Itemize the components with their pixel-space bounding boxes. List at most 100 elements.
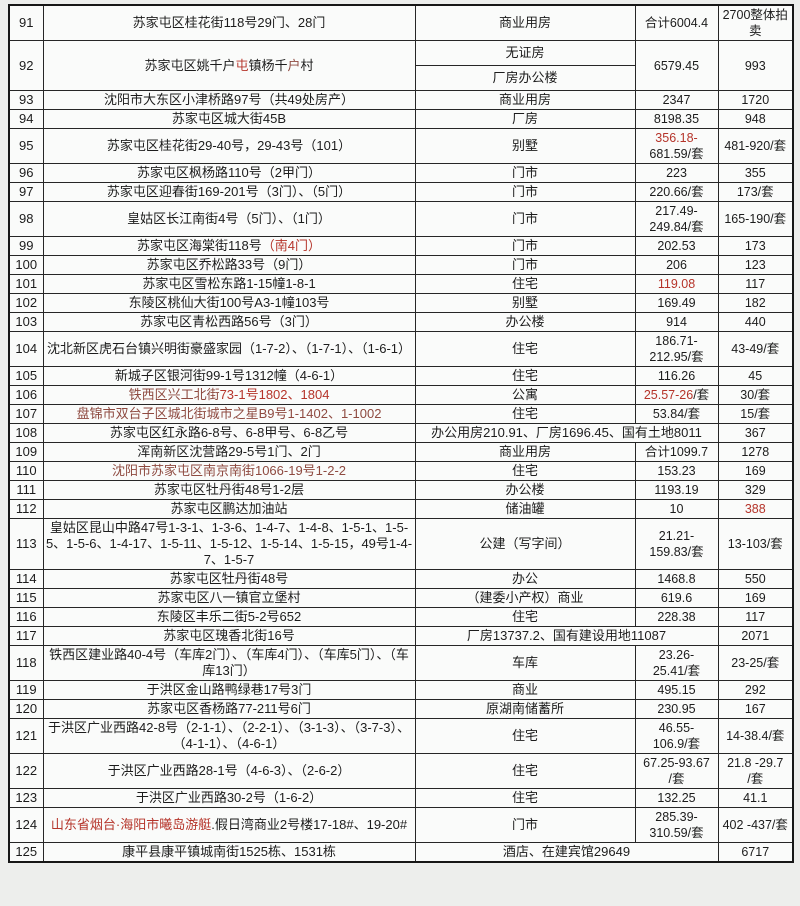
- address-cell: 苏家屯区迎春街169-201号（3门）、（5门）: [42, 182, 416, 202]
- price-cell: 388: [717, 499, 794, 519]
- table-row-96: 96 苏家屯区枫杨路110号（2甲门） 门市 223 355: [8, 163, 794, 183]
- cell-text: 153.23: [657, 464, 696, 478]
- area-cell: 1468.8: [634, 569, 719, 589]
- cell-text: 15/套: [740, 407, 771, 421]
- table-row-124: 124 山东省烟台·海阳市曦岛游艇.假日湾商业2号楼17-18#、19-20# 门市…: [8, 807, 794, 843]
- cell-text: 山东省烟台·海阳市曦岛游艇: [50, 817, 212, 832]
- price-cell: 45: [717, 366, 794, 386]
- cell-text: 116.26: [657, 369, 696, 383]
- area-cell: 220.66/套: [634, 182, 719, 202]
- cell-text: 550: [744, 572, 766, 586]
- row-number-cell: 120: [8, 699, 44, 719]
- price-cell: 329: [717, 480, 794, 500]
- address-cell: 沈阳市苏家屯区南京南街1066-19号1-2-2: [42, 461, 416, 481]
- address-cell: 苏家屯区青松西路56号（3门）: [42, 312, 416, 332]
- cell-text: 沈阳市大东区小津桥路97号（共49处房产）: [104, 92, 354, 107]
- cell-text: 681.59/套: [649, 147, 704, 161]
- cell-text: 住宅: [511, 341, 538, 356]
- table-row-94: 94 苏家屯区城大街45B 厂房 8198.35 948: [8, 109, 794, 129]
- cell-text: 住宅: [511, 463, 538, 478]
- address-cell: 东陵区丰乐二街5-2号652: [42, 607, 416, 627]
- price-cell: 1278: [717, 442, 794, 462]
- table-row-114: 114 苏家屯区牡丹街48号 办公 1468.8 550: [8, 569, 794, 589]
- cell-text: 村: [300, 57, 314, 73]
- cell-text: 481-920/套: [724, 139, 787, 153]
- cell-text: 苏家屯区红永路6-8号、6-8甲号、6-8乙号: [109, 425, 349, 440]
- cell-text: 门市: [511, 817, 538, 832]
- cell-text: 329: [744, 483, 766, 497]
- row-number-cell: 116: [8, 607, 44, 627]
- cell-text: 新城子区银河街99-1号1312幢（4-6-1）: [114, 368, 344, 383]
- cell-text: 别墅: [511, 138, 538, 153]
- area-cell: 169.49: [634, 293, 719, 313]
- area-cell: 223: [634, 163, 719, 183]
- cell-text: 6579.45: [653, 58, 700, 73]
- table-row-119: 119 于洪区金山路鸭绿巷17号3门 商业 495.15 292: [8, 680, 794, 700]
- type-cell: 办公楼: [414, 480, 636, 500]
- table-row-112: 112 苏家屯区鹏达加油站 储油罐 10 388: [8, 499, 794, 519]
- cell-text: 门市: [511, 165, 538, 180]
- cell-text: 165-190/套: [724, 212, 787, 226]
- cell-text: 公建（写字间）: [479, 536, 571, 551]
- address-cell: 皇姑区长江南街4号（5门）、（1门）: [42, 201, 416, 237]
- address-cell: 于洪区广业西路42-8号（2-1-1）、（2-2-1）、（3-1-3）、（3-7…: [42, 718, 416, 754]
- cell-text: 苏家屯区鹏达加油站: [170, 501, 288, 516]
- row-number-cell: 91: [8, 4, 44, 41]
- type-cell: 住宅: [414, 753, 636, 789]
- address-cell: 苏家屯区桂花街118号29门、28门: [42, 4, 416, 41]
- cell-text: 220.66/套: [649, 185, 704, 199]
- cell-text: 住宅: [511, 790, 538, 805]
- cell-text: 495.15: [657, 683, 696, 697]
- area-cell: 228.38: [634, 607, 719, 627]
- area-cell: 119.08: [634, 274, 719, 294]
- auction-listing-table: 91 苏家屯区桂花街118号29门、28门 商业用房 合计6004.4 2700整体拍 …: [8, 4, 794, 863]
- table-row-121: 121 于洪区广业西路42-8号（2-1-1）、（2-2-1）、（3-1-3）、（…: [8, 718, 794, 754]
- area-cell: 8198.35: [634, 109, 719, 129]
- cell-text: 苏家屯区青松西路56号（3门）: [140, 314, 318, 329]
- cell-text: 铁西区建业路40-4号（车库2门）、（车库4门）、（车库5门）、（车库13门）: [49, 647, 409, 678]
- cell-text: 于洪区广业西路28-1号（4-6-3）、（2-6-2）: [107, 763, 351, 778]
- cell-text: 948: [744, 112, 766, 126]
- row-number-cell: 105: [8, 366, 44, 386]
- cell-text: 门市: [511, 238, 538, 253]
- document-page: 91 苏家屯区桂花街118号29门、28门 商业用房 合计6004.4 2700整体拍 …: [8, 4, 794, 863]
- area-cell: 217.49- 249.84/套: [634, 201, 719, 237]
- cell-text: /套: [693, 388, 710, 402]
- area-cell: 1193.19: [634, 480, 719, 500]
- price-cell: 169: [717, 461, 794, 481]
- cell-text: 1193.19: [654, 483, 699, 497]
- table-row-113: 113 皇姑区昆山中路47号1-3-1、1-3-6、1-4-7、1-4-8、1-5…: [8, 518, 794, 570]
- cell-text: 盘锦市双台子区城北街城市之星B9号1-1402、1-1002: [76, 406, 382, 421]
- address-cell: 沈北新区虎石台镇兴明街豪盛家园（1-7-2）、（1-7-1）、（1-6-1）: [42, 331, 416, 367]
- area-cell: 25.57-26/套: [634, 385, 719, 405]
- price-cell: 23-25/套: [717, 645, 794, 681]
- row-number-cell: 115: [8, 588, 44, 608]
- cell-text: 厂房办公楼: [492, 70, 558, 85]
- row-number-cell: 98: [8, 201, 44, 237]
- cell-text: .假日湾商业2号楼17-18#、19-20#: [211, 817, 408, 832]
- price-cell: 30/套: [717, 385, 794, 405]
- type-cell: 门市: [414, 255, 636, 275]
- cell-text: 商业: [511, 682, 538, 697]
- table-row-117: 117 苏家屯区瑰香北街16号 厂房13737.2、国有建设用地11087 2071: [8, 626, 794, 646]
- type-cell: 别墅: [414, 128, 636, 164]
- area-cell: 53.84/套: [634, 404, 719, 424]
- price-cell: 13-103/套: [717, 518, 794, 570]
- address-cell: 皇姑区昆山中路47号1-3-1、1-3-6、1-4-7、1-4-8、1-5-1、…: [42, 518, 416, 570]
- price-cell: 43-49/套: [717, 331, 794, 367]
- cell-text: 苏家屯区八一镇官立堡村: [157, 590, 301, 605]
- cell-text: 14-38.4/套: [726, 729, 785, 743]
- cell-text: 41.1: [743, 791, 768, 805]
- type-cell: 住宅: [414, 366, 636, 386]
- cell-text: 73-1号1802、1804: [219, 387, 330, 402]
- cell-text: 132.25: [657, 791, 696, 805]
- price-cell: 1720: [717, 90, 794, 110]
- address-cell: 苏家屯区八一镇官立堡村: [42, 588, 416, 608]
- row-number-cell: 102: [8, 293, 44, 313]
- cell-text: 厂房13737.2、国有建设用地11087: [466, 628, 667, 643]
- table-row-97: 97 苏家屯区迎春街169-201号（3门）、（5门） 门市 220.66/套 173/…: [8, 182, 794, 202]
- cell-text: 202.53: [657, 239, 696, 253]
- row-number-cell: 111: [8, 480, 44, 500]
- table-row-125: 125 康平县康平镇城南街1525栋、1531栋 酒店、在建宾馆29649 6717: [8, 842, 794, 863]
- price-cell: 948: [717, 109, 794, 129]
